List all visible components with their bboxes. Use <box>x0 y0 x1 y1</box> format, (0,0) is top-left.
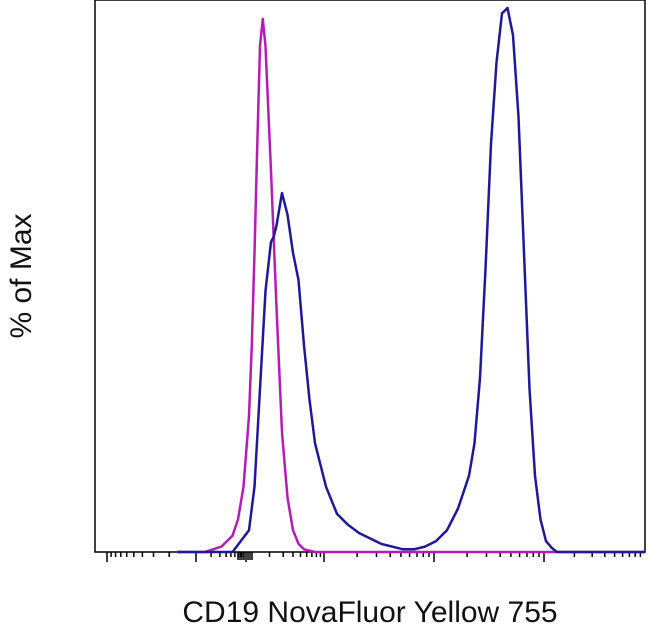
y-axis-title: % of Max <box>5 213 38 338</box>
x-axis-title: CD19 NovaFluor Yellow 755 <box>182 596 557 629</box>
x-axis-ticks <box>106 552 642 562</box>
series-line-1 <box>177 17 645 554</box>
series-layer <box>177 6 645 554</box>
plot-frame <box>94 0 646 553</box>
series-line-2 <box>177 6 645 554</box>
